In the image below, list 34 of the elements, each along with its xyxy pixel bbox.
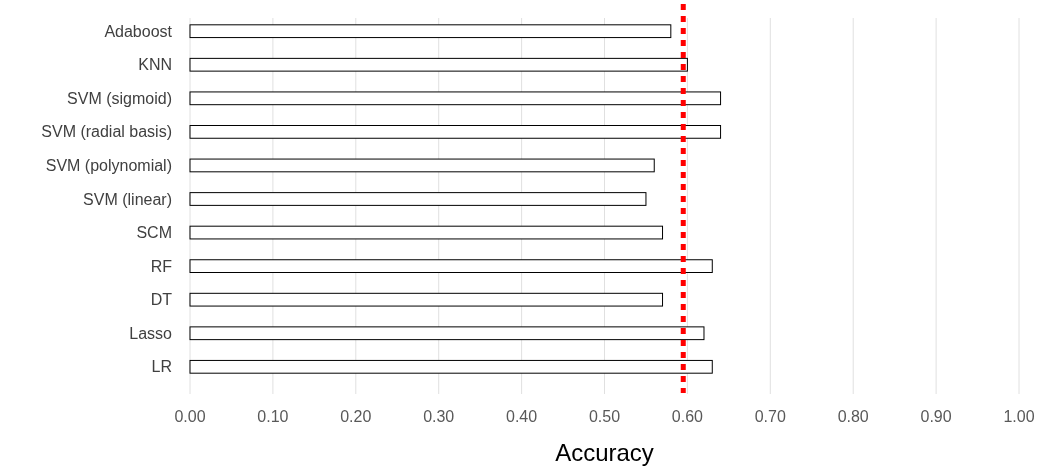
y-tick-label: SVM (radial basis) (41, 123, 172, 141)
bar (189, 57, 688, 72)
y-tick-label: Adaboost (104, 22, 173, 40)
y-tick-label: KNN (138, 56, 172, 74)
x-tick-label: 0.10 (257, 408, 289, 425)
y-tick-label: RF (150, 257, 173, 275)
x-tick-label: 0.00 (174, 408, 206, 425)
y-tick-label: Lasso (129, 324, 173, 342)
x-tick-label: 0.30 (423, 408, 455, 425)
x-tick-label: 0.20 (340, 408, 372, 425)
bar (189, 125, 722, 139)
bar (189, 259, 713, 273)
y-tick-label: SVM (sigmoid) (67, 89, 172, 107)
x-tick-label: 0.60 (671, 408, 704, 425)
y-tick-label: DT (150, 291, 173, 309)
bar (189, 192, 647, 206)
x-tick-label: 0.90 (920, 408, 952, 425)
bar (189, 326, 705, 341)
x-tick-label: 0.50 (588, 408, 621, 425)
bar (189, 225, 664, 240)
bar (189, 158, 655, 173)
x-tick-label: 0.80 (837, 408, 869, 425)
y-tick-label: LR (151, 358, 172, 376)
x-tick-label: 1.00 (1003, 408, 1035, 425)
x-tick-label: 0.40 (506, 408, 538, 425)
y-tick-label: SVM (linear) (83, 190, 172, 208)
bar (189, 359, 713, 374)
bar (189, 91, 722, 106)
bar (189, 24, 672, 39)
x-axis-title: Accuracy (555, 439, 654, 466)
y-tick-label: SCM (136, 224, 172, 242)
bar (189, 292, 664, 307)
y-tick-label: SVM (polynomial) (45, 157, 172, 175)
x-tick-label: 0.70 (754, 408, 786, 425)
